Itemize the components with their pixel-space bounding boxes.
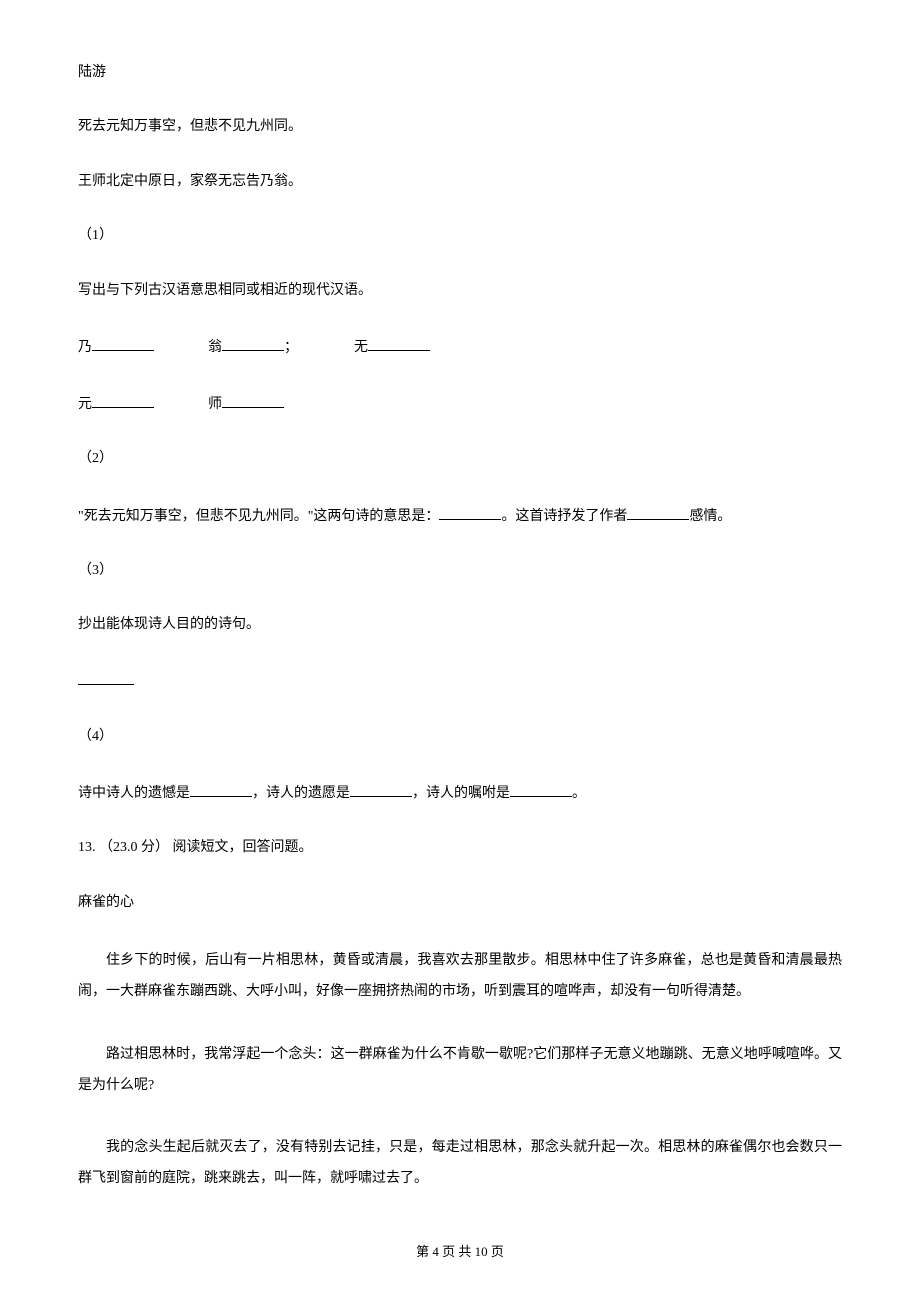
footer-total: 10 <box>475 1244 488 1259</box>
p1-text: 住乡下的时候，后山有一片相思林，黄昏或清晨，我喜欢去那里散步。相思林中住了许多麻… <box>78 946 842 1008</box>
blank-wu <box>368 334 430 351</box>
q3-blank-row <box>78 669 842 694</box>
q1-row2: 元师 <box>78 391 842 416</box>
q2-text-b: 。这首诗抒发了作者 <box>501 509 627 524</box>
blank-nai <box>92 334 154 351</box>
blank-q4-3 <box>510 780 572 797</box>
q1-wu: 无 <box>354 340 368 355</box>
q4-text-b: ，诗人的遗愿是 <box>252 786 350 801</box>
blank-q2-2 <box>627 503 689 520</box>
q13-title: 麻雀的心 <box>78 892 842 914</box>
q1-nai: 乃 <box>78 340 92 355</box>
blank-q3 <box>78 669 134 686</box>
page-footer: 第 4 页 共 10 页 <box>0 1241 920 1260</box>
q2-text-c: 感情。 <box>689 509 731 524</box>
footer-suffix: 页 <box>488 1244 504 1259</box>
q3-label: （3） <box>78 560 842 582</box>
passage-p1: 住乡下的时候，后山有一片相思林，黄昏或清晨，我喜欢去那里散步。相思林中住了许多麻… <box>78 946 842 1008</box>
q1-shi: 师 <box>208 397 222 412</box>
poem-line-1: 死去元知万事空，但悲不见九州同。 <box>78 116 842 138</box>
footer-mid: 页 共 <box>439 1244 475 1259</box>
q2-label: （2） <box>78 448 842 470</box>
q1-row1: 乃 翁 ； 无 <box>78 334 842 359</box>
q3-prompt: 抄出能体现诗人目的的诗句。 <box>78 614 842 636</box>
poem-author: 陆游 <box>78 62 842 84</box>
q1-label: （1） <box>78 225 842 247</box>
poem-line-2: 王师北定中原日，家祭无忘告乃翁。 <box>78 171 842 193</box>
p2-text: 路过相思林时，我常浮起一个念头：这一群麻雀为什么不肯歇一歇呢?它们那样子无意义地… <box>78 1040 842 1102</box>
blank-weng <box>222 334 284 351</box>
q1-sep: ； <box>284 340 298 355</box>
q1-weng: 翁 <box>208 340 222 355</box>
passage-p3: 我的念头生起后就灭去了，没有特别去记挂，只是，每走过相思林，那念头就升起一次。相… <box>78 1133 842 1195</box>
passage-p2: 路过相思林时，我常浮起一个念头：这一群麻雀为什么不肯歇一歇呢?它们那样子无意义地… <box>78 1040 842 1102</box>
p3-text: 我的念头生起后就灭去了，没有特别去记挂，只是，每走过相思林，那念头就升起一次。相… <box>78 1133 842 1195</box>
q2-text: "死去元知万事空，但悲不见九州同。"这两句诗的意思是： 。这首诗抒发了作者 感情。 <box>78 503 842 528</box>
q1-prompt: 写出与下列古汉语意思相同或相近的现代汉语。 <box>78 280 842 302</box>
q4-text: 诗中诗人的遗憾是 ，诗人的遗愿是 ，诗人的嘱咐是 。 <box>78 780 842 805</box>
q4-label: （4） <box>78 726 842 748</box>
blank-yuan <box>92 391 154 408</box>
blank-q4-2 <box>350 780 412 797</box>
q4-text-a: 诗中诗人的遗憾是 <box>78 786 190 801</box>
q13-header: 13. （23.0 分） 阅读短文，回答问题。 <box>78 837 842 859</box>
blank-q2-1 <box>439 503 501 520</box>
q1-yuan: 元 <box>78 397 92 412</box>
footer-prefix: 第 <box>416 1244 432 1259</box>
q2-text-a: "死去元知万事空，但悲不见九州同。"这两句诗的意思是： <box>78 509 439 524</box>
blank-shi <box>222 391 284 408</box>
blank-q4-1 <box>190 780 252 797</box>
q4-text-c: ，诗人的嘱咐是 <box>412 786 510 801</box>
q4-text-d: 。 <box>572 786 586 801</box>
